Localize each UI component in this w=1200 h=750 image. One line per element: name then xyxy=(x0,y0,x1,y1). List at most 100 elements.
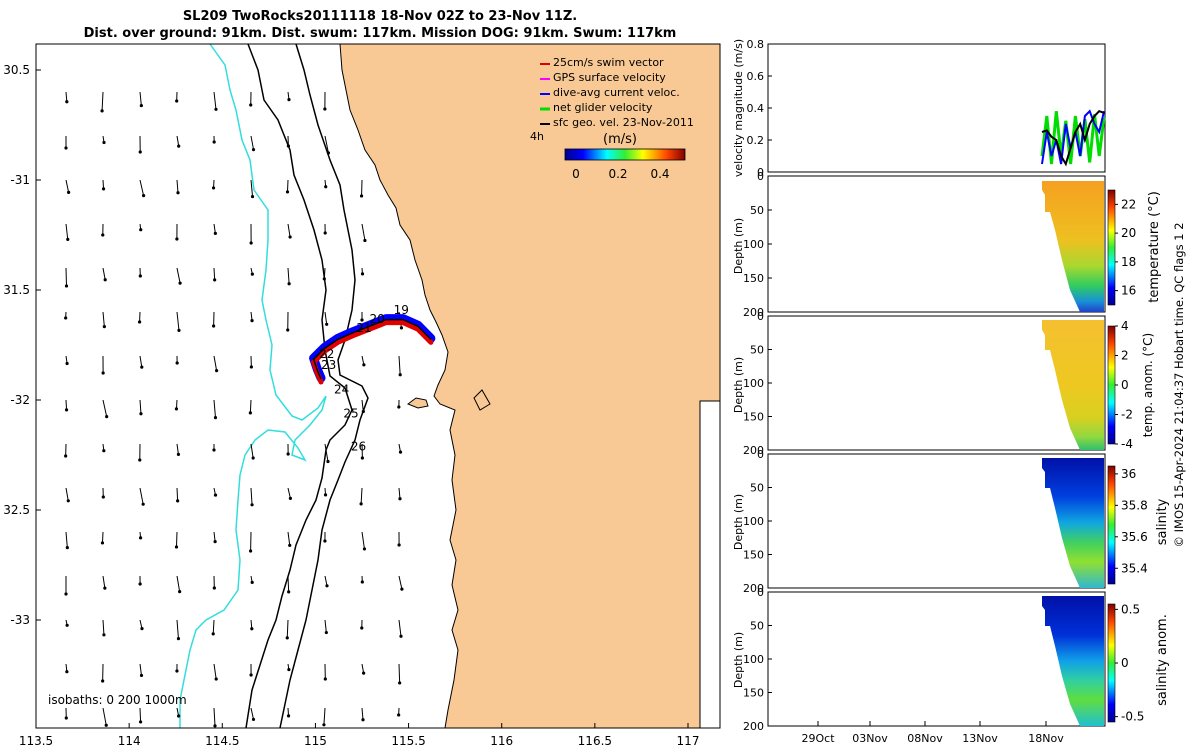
legend-label-gps: GPS surface velocity xyxy=(553,71,666,84)
colorbar-tick-label: -2 xyxy=(1121,408,1133,422)
depth-tick-label: 0 xyxy=(757,586,764,599)
velocity-ylabel: velocity magnitude (m/s) xyxy=(732,39,745,177)
velocity-arrow-shaft xyxy=(361,223,366,241)
velocity-arrow-head xyxy=(251,717,256,721)
geostrophic-velocity-arrows xyxy=(64,91,404,728)
colorbar-tick-label: 0 xyxy=(1121,656,1129,670)
depth-tick-label: 100 xyxy=(743,653,764,666)
velocity-arrow-head xyxy=(139,103,143,108)
velocity-arrow-head xyxy=(322,723,326,727)
map-y-tick-label: 31.5 xyxy=(3,283,30,297)
depth-tick-label: 100 xyxy=(743,377,764,390)
velocity-arrow-head xyxy=(362,363,366,367)
velocity-y-tick-label: 0.8 xyxy=(747,38,765,51)
velocity-arrow-head xyxy=(249,549,253,553)
velocity-arrow-shaft xyxy=(287,531,291,546)
velocity-arrow-head xyxy=(250,627,254,631)
velocity-axes-frame xyxy=(767,43,1106,173)
map-y-tick-label: 32.5 xyxy=(3,503,30,517)
velocity-arrow-head xyxy=(213,278,217,282)
velocity-arrow-shaft xyxy=(286,179,289,192)
velocity-arrow-head xyxy=(104,723,108,727)
map-x-tick-label: 114.5 xyxy=(205,734,239,748)
velocity-arrow-head xyxy=(287,98,291,102)
velocity-arrow-shaft xyxy=(250,135,255,150)
figure-title-line1: SL209 TwoRocks20111118 18-Nov 02Z to 23-… xyxy=(182,9,578,24)
velocity-arrow-head xyxy=(360,580,364,584)
velocity-arrow-head xyxy=(249,673,253,677)
time-tick-label: 03Nov xyxy=(852,732,888,745)
colorbar-tick-label: -4 xyxy=(1121,437,1133,451)
velocity-arrow-head xyxy=(105,415,109,419)
map-x-tick-label: 113.5 xyxy=(19,734,53,748)
day-label: 19 xyxy=(394,303,409,317)
salinity-colorbar-ticks: 36 35.8 35.6 35.4 xyxy=(1115,467,1148,575)
velocity-arrow-shaft xyxy=(213,663,217,680)
colorbar-tick-label: 36 xyxy=(1121,467,1136,481)
map-x-tick-label: 114 xyxy=(118,734,141,748)
velocity-arrow-head xyxy=(213,540,217,544)
map-y-tick-label: -32 xyxy=(10,393,30,407)
salinity-ylabel: Depth (m) xyxy=(732,494,745,550)
velocity-arrow-head xyxy=(286,144,291,148)
colorbar-tick-label: -0.5 xyxy=(1121,710,1144,724)
velocity-arrow-shaft xyxy=(139,663,142,676)
velocity-arrow-head xyxy=(177,144,181,148)
velocity-arrow-head xyxy=(250,272,254,276)
velocity-arrow-head xyxy=(214,677,218,681)
velocity-arrow-shaft xyxy=(176,575,181,592)
velocity-arrow-head xyxy=(101,371,105,375)
velocity-arrow-head xyxy=(102,449,106,453)
velocity-arrow-head xyxy=(362,671,366,675)
velocity-arrow-head xyxy=(102,140,106,145)
colorbar-tick-label: 4 xyxy=(1121,319,1129,333)
velocity-arrow-head xyxy=(139,228,143,232)
velocity-arrow-head xyxy=(286,714,291,718)
velocity-arrow-shaft xyxy=(101,91,104,111)
velocity-arrow-shaft xyxy=(398,355,401,375)
velocity-arrow-shaft xyxy=(65,267,68,286)
velocity-arrow-head xyxy=(286,452,290,456)
salinity-panel: 0 50 100 150 200 Depth (m) 36 35.8 35.6 35.4 sa… xyxy=(732,448,1170,595)
velocity-arrow-head xyxy=(324,185,328,189)
colorbar-tick-label: 20 xyxy=(1121,226,1136,240)
velocity-arrow-shaft xyxy=(213,355,218,371)
depth-tick-label: 50 xyxy=(750,620,764,633)
salinity-colorbar-label: salinity xyxy=(1155,498,1170,545)
velocity-arrow-head xyxy=(138,582,142,586)
swim-vector-track xyxy=(310,320,434,385)
velocity-arrow-shaft xyxy=(398,575,403,590)
velocity-arrow-head xyxy=(64,592,68,596)
velocity-arrow-shaft xyxy=(398,487,401,499)
depth-tick-label: 50 xyxy=(750,204,764,217)
velocity-arrow-head xyxy=(288,496,292,500)
glider-track xyxy=(309,314,436,385)
velocity-arrow-head xyxy=(212,140,216,144)
velocity-arrow-head xyxy=(360,626,364,630)
velocity-arrow-head xyxy=(249,103,253,107)
velocity-arrow-head xyxy=(215,369,219,373)
temp-anomaly-depth-ticks: 0 50 100 150 200 xyxy=(743,310,772,457)
day-label: 21 xyxy=(356,321,371,335)
velocity-arrow-shaft xyxy=(139,91,142,106)
velocity-arrow-head xyxy=(250,194,255,199)
isobath-label: isobaths: 0 200 1000m xyxy=(48,693,187,707)
isobath-1000m xyxy=(279,43,369,729)
depth-tick-label: 150 xyxy=(743,272,764,285)
velocity-arrow-head xyxy=(323,493,328,497)
salinity-anomaly-colorbar xyxy=(1107,603,1116,723)
temp-anomaly-colorbar-label: temp. anom. (°C) xyxy=(1141,333,1155,437)
depth-tick-label: 150 xyxy=(743,411,764,424)
velocity-arrow-head xyxy=(65,100,69,104)
velocity-arrow-head xyxy=(101,187,106,191)
depth-tick-label: 50 xyxy=(750,344,764,357)
velocity-arrow-shaft xyxy=(176,443,179,455)
velocity-arrow-head xyxy=(286,328,290,332)
velocity-arrow-shaft xyxy=(101,531,104,543)
velocity-arrow-shaft xyxy=(250,179,254,197)
velocity-arrow-shaft xyxy=(250,707,255,720)
velocity-arrow-head xyxy=(211,186,216,190)
velocity-arrow-shaft xyxy=(213,91,217,110)
rottnest-island xyxy=(406,397,429,409)
velocity-arrow-head xyxy=(212,586,216,590)
